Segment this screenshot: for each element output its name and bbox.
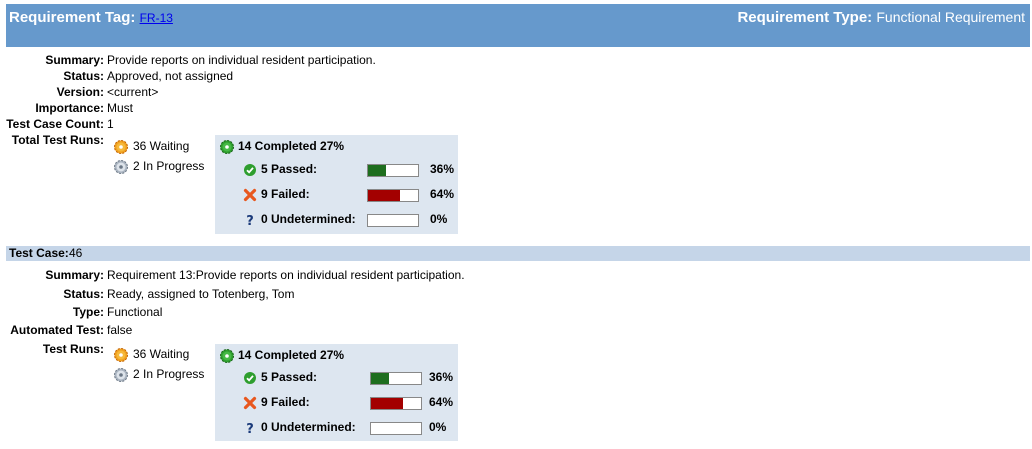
check-circle-icon [244, 371, 256, 384]
undetermined-row: ? 0 Undetermined: [243, 419, 356, 435]
field-label: Test Runs: [42, 342, 104, 356]
requirement-type-value: Functional Requirement [876, 9, 1025, 25]
completed-label: 14 Completed 27% [238, 139, 345, 153]
waiting-label: 36 Waiting [133, 347, 190, 361]
field-value: Provide reports on individual resident p… [107, 53, 376, 67]
passed-bar [370, 372, 422, 385]
field-label: Status: [63, 287, 104, 301]
field-value: Functional [107, 305, 163, 319]
svg-text:?: ? [246, 214, 254, 227]
field-label: Test Case Count: [6, 117, 104, 131]
field-label: Summary: [45, 268, 104, 282]
test-case-id: 46 [69, 246, 83, 260]
question-mark-icon: ? [246, 214, 254, 227]
passed-bar-fill [368, 165, 386, 176]
tc-waiting-state: 36 Waiting [113, 346, 189, 363]
passed-bar-fill [371, 373, 389, 384]
field-value: Ready, assigned to Totenberg, Tom [107, 287, 295, 301]
check-circle-icon [244, 163, 256, 176]
failed-label: 9 Failed: [261, 187, 310, 201]
undetermined-percent: 0% [430, 212, 448, 226]
failed-row: 9 Failed: [243, 186, 310, 202]
failed-bar-fill [371, 398, 403, 409]
undetermined-label: 0 Undetermined: [261, 212, 356, 226]
completed-title: 14 Completed 27% [219, 347, 344, 364]
undetermined-percent: 0% [429, 420, 447, 434]
failed-bar [370, 397, 422, 410]
undetermined-label: 0 Undetermined: [261, 420, 356, 434]
field-value: false [107, 323, 133, 337]
x-mark-icon [243, 396, 257, 409]
waiting-label: 36 Waiting [133, 139, 190, 153]
field-label: Summary: [45, 53, 104, 67]
test-case-header: Test Case: 46 [6, 246, 1030, 261]
test-case-label: Test Case: [9, 246, 69, 260]
passed-percent: 36% [429, 370, 454, 384]
failed-bar [367, 189, 419, 202]
x-mark-icon [243, 188, 257, 201]
requirement-type-label: Requirement Type: [737, 9, 873, 26]
field-label: Total Test Runs: [11, 133, 104, 147]
passed-bar [367, 164, 419, 177]
field-value: Must [107, 101, 134, 115]
passed-percent: 36% [430, 162, 455, 176]
tc-in-progress-state: 2 In Progress [113, 366, 204, 383]
completed-gear-icon [220, 348, 234, 363]
field-value: Approved, not assigned [107, 69, 234, 83]
field-value: Requirement 13:Provide reports on indivi… [107, 268, 465, 282]
in-progress-gear-icon [114, 367, 128, 382]
question-mark-icon: ? [246, 422, 254, 435]
requirement-header: Requirement Tag: FR-13 Requirement Type:… [6, 4, 1030, 47]
failed-bar-fill [368, 190, 400, 201]
failed-percent: 64% [430, 187, 455, 201]
in-progress-label: 2 In Progress [133, 367, 205, 381]
passed-label: 5 Passed: [261, 162, 318, 176]
completed-panel: 14 Completed 27% 5 Passed: 36% 9 Failed:… [215, 135, 458, 234]
undetermined-bar [367, 214, 419, 227]
waiting-state: 36 Waiting [113, 138, 189, 155]
failed-percent: 64% [429, 395, 454, 409]
passed-row: 5 Passed: [243, 369, 317, 385]
failed-row: 9 Failed: [243, 394, 310, 410]
waiting-gear-icon [114, 139, 128, 154]
passed-row: 5 Passed: [243, 161, 317, 177]
passed-label: 5 Passed: [261, 370, 318, 384]
requirement-tag-link[interactable]: FR-13 [139, 11, 173, 25]
waiting-gear-icon [114, 347, 128, 362]
requirement-tag-label: Requirement Tag: [9, 9, 136, 26]
completed-gear-icon [220, 139, 234, 154]
requirement-tag: Requirement Tag: FR-13 [9, 9, 173, 26]
undetermined-row: ? 0 Undetermined: [243, 211, 356, 227]
in-progress-label: 2 In Progress [133, 159, 205, 173]
completed-title: 14 Completed 27% [219, 138, 344, 155]
field-label: Automated Test: [10, 323, 104, 337]
field-label: Status: [63, 69, 104, 83]
undetermined-bar [370, 422, 422, 435]
tc-completed-panel: 14 Completed 27% 5 Passed: 36% 9 Failed:… [215, 344, 458, 441]
in-progress-state: 2 In Progress [113, 158, 204, 175]
in-progress-gear-icon [114, 159, 128, 174]
field-label: Importance: [35, 101, 104, 115]
completed-label: 14 Completed 27% [238, 348, 345, 362]
requirement-type: Requirement Type: Functional Requirement [737, 9, 1025, 26]
field-label: Version: [56, 85, 104, 99]
failed-label: 9 Failed: [261, 395, 310, 409]
field-value: 1 [107, 117, 114, 131]
field-value: <current> [107, 85, 159, 99]
field-label: Type: [72, 305, 104, 319]
svg-text:?: ? [246, 422, 254, 435]
